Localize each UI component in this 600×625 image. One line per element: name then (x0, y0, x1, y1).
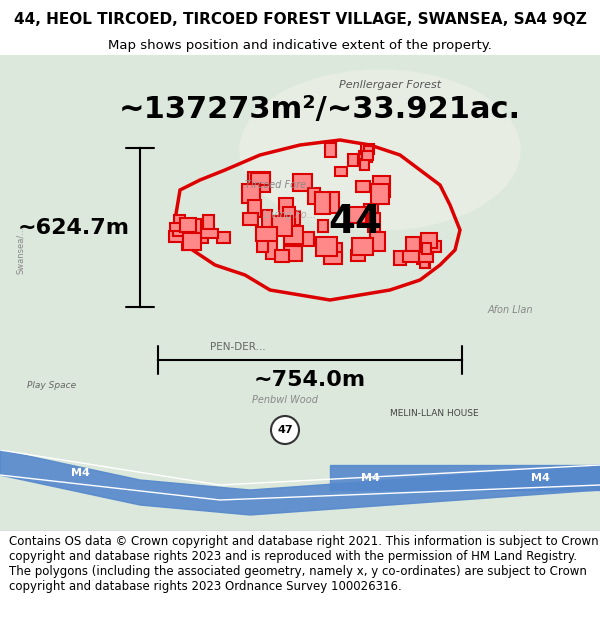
Bar (184, 233, 200, 250)
Bar (364, 204, 378, 215)
Bar (262, 210, 272, 231)
Text: 44, HEOL TIRCOED, TIRCOED FOREST VILLAGE, SWANSEA, SA4 9QZ: 44, HEOL TIRCOED, TIRCOED FOREST VILLAGE… (14, 12, 586, 27)
Bar (403, 251, 419, 262)
Bar (362, 151, 373, 159)
Bar (349, 154, 358, 166)
Bar (242, 184, 260, 203)
Bar (284, 226, 303, 244)
Bar (431, 241, 442, 252)
Bar (329, 192, 339, 213)
Bar (251, 173, 270, 185)
Text: MELIN-LLAN HOUSE: MELIN-LLAN HOUSE (390, 409, 479, 418)
Text: Map shows position and indicative extent of the property.: Map shows position and indicative extent… (108, 39, 492, 51)
Bar (295, 232, 314, 246)
Text: 47: 47 (277, 425, 293, 435)
Bar (272, 216, 292, 236)
Bar (170, 223, 184, 231)
Bar (370, 231, 385, 251)
Text: Afon Llan: Afon Llan (488, 305, 533, 315)
Text: ~137273m²/~33.921ac.: ~137273m²/~33.921ac. (119, 95, 521, 124)
Bar (244, 213, 259, 226)
Bar (318, 221, 328, 232)
Bar (169, 231, 186, 242)
Bar (174, 215, 185, 225)
Bar (361, 144, 374, 154)
Bar (256, 227, 277, 241)
Bar (285, 211, 300, 224)
Bar (329, 243, 343, 258)
Bar (351, 250, 365, 261)
Bar (182, 238, 196, 251)
Bar (316, 192, 330, 214)
Bar (217, 232, 230, 243)
Text: Swansea/...: Swansea/... (16, 226, 25, 274)
Ellipse shape (240, 70, 520, 230)
Bar (419, 252, 433, 262)
Text: ~624.7m: ~624.7m (18, 217, 130, 238)
Bar (266, 239, 277, 259)
Circle shape (271, 416, 299, 444)
Bar (368, 213, 380, 232)
Bar (359, 151, 372, 162)
Bar (406, 237, 419, 251)
Bar (203, 214, 214, 230)
Bar (275, 249, 289, 261)
Bar (284, 246, 302, 261)
Bar (316, 237, 337, 256)
Bar (193, 233, 208, 243)
Text: M4: M4 (361, 473, 379, 483)
Bar (361, 238, 373, 250)
Bar (421, 253, 430, 268)
Text: 44: 44 (328, 203, 382, 241)
Bar (364, 146, 373, 157)
Text: Contains OS data © Crown copyright and database right 2021. This information is : Contains OS data © Crown copyright and d… (9, 535, 599, 592)
Bar (417, 249, 425, 264)
Bar (359, 159, 368, 170)
Bar (257, 239, 268, 252)
Bar (201, 229, 218, 238)
Bar (352, 238, 373, 254)
Polygon shape (330, 465, 600, 490)
Bar (173, 225, 191, 236)
Bar (335, 167, 347, 176)
Text: PEN-DER...: PEN-DER... (210, 342, 266, 352)
Text: M4: M4 (71, 468, 89, 478)
Text: Penbwl Wood: Penbwl Wood (252, 395, 318, 405)
Bar (371, 184, 389, 204)
Bar (373, 176, 390, 198)
Text: Living Fo...: Living Fo... (263, 210, 317, 220)
Bar (248, 173, 270, 192)
Text: Tircoed Fore...: Tircoed Fore... (245, 180, 316, 190)
Bar (422, 243, 431, 254)
Bar (420, 255, 428, 268)
Bar (394, 251, 406, 265)
Bar (325, 143, 336, 157)
Bar (347, 207, 366, 223)
Bar (186, 219, 200, 232)
Bar (421, 233, 437, 248)
Bar (248, 201, 261, 217)
Bar (324, 252, 341, 264)
Bar (180, 218, 196, 232)
Bar (308, 188, 320, 204)
Bar (293, 174, 312, 191)
Text: Penllergaer Forest: Penllergaer Forest (339, 80, 441, 90)
Bar (356, 181, 370, 192)
Text: ~754.0m: ~754.0m (254, 370, 366, 390)
Polygon shape (0, 450, 600, 515)
Bar (283, 207, 295, 226)
Text: Play Space: Play Space (28, 381, 77, 389)
Bar (280, 198, 293, 214)
Text: M4: M4 (530, 473, 550, 483)
